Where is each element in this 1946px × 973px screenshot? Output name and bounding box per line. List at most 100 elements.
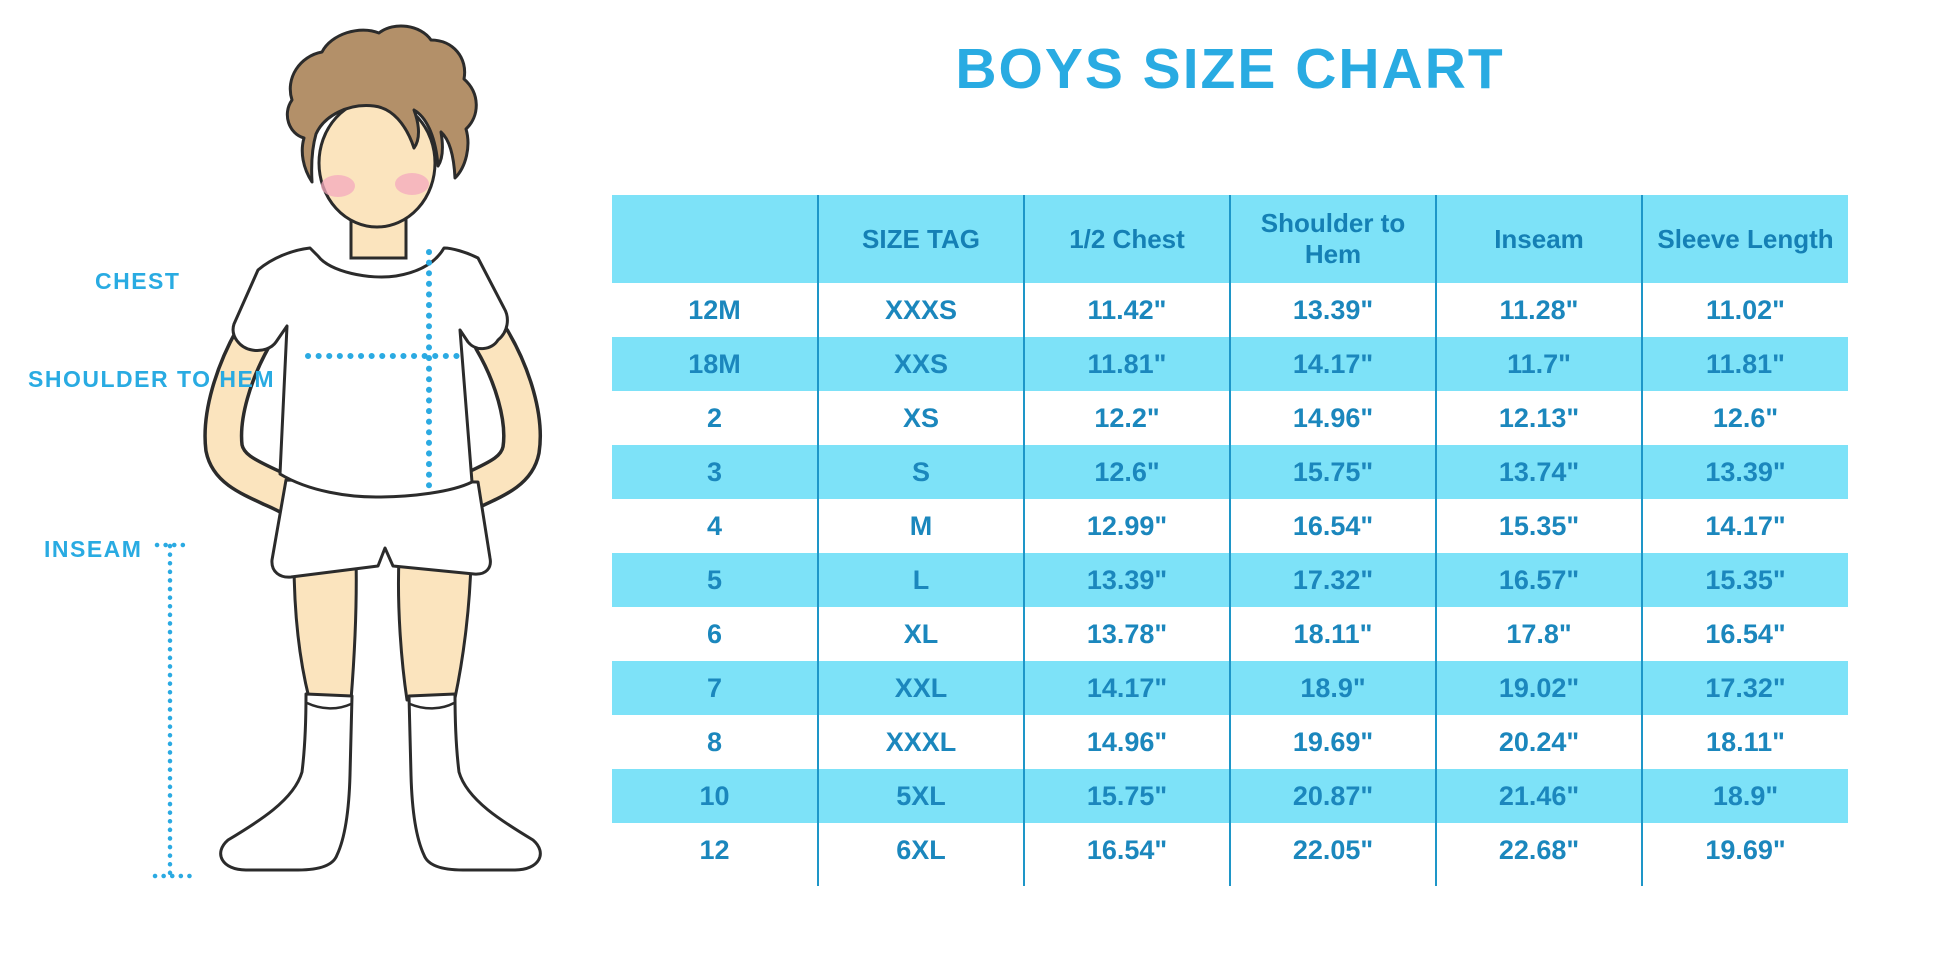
measurement-cell: 15.35": [1642, 553, 1848, 607]
table-row: 6 XL 13.78" 18.11" 17.8" 16.54": [612, 607, 1848, 661]
measurement-cell: 17.8": [1436, 607, 1643, 661]
column-header: Inseam: [1436, 195, 1643, 283]
measurement-cell: 19.69": [1642, 823, 1848, 877]
measurement-cell: 19.02": [1436, 661, 1643, 715]
measurement-cell: 14.17": [1230, 337, 1437, 391]
size-cell: 12M: [612, 283, 819, 337]
t-shirt: [231, 246, 509, 499]
measurement-cell: 16.54": [1024, 823, 1231, 877]
measurement-cell: 18.9": [1642, 769, 1848, 823]
boy-figure-illustration: [152, 24, 542, 879]
table-row: 5 L 13.39" 17.32" 16.57" 15.35": [612, 553, 1848, 607]
table-row: 4 M 12.99" 16.54" 15.35" 14.17": [612, 499, 1848, 553]
measurement-cell: 13.39": [1230, 283, 1437, 337]
size-cell: 4: [612, 499, 819, 553]
column-header: Shoulder to Hem: [1230, 195, 1437, 283]
measurement-cell: 11.42": [1024, 283, 1231, 337]
size-cell: 18M: [612, 337, 819, 391]
blush-right: [395, 173, 429, 195]
legs: [292, 554, 473, 702]
column-header: [612, 195, 819, 283]
measurement-cell: L: [818, 553, 1025, 607]
measurement-cell: 12.6": [1024, 445, 1231, 499]
measurement-cell: XXXS: [818, 283, 1025, 337]
size-cell: 6: [612, 607, 819, 661]
measurement-cell: 12.6": [1642, 391, 1848, 445]
column-header: 1/2 Chest: [1024, 195, 1231, 283]
table-row: 10 5XL 15.75" 20.87" 21.46" 18.9": [612, 769, 1848, 823]
table-row: 12 6XL 16.54" 22.05" 22.68" 19.69": [612, 823, 1848, 877]
measurement-cell: 15.75": [1024, 769, 1231, 823]
table-row: 8 XXXL 14.96" 19.69" 20.24" 18.11": [612, 715, 1848, 769]
measurement-cell: 20.24": [1436, 715, 1643, 769]
size-cell: 2: [612, 391, 819, 445]
measurement-cell: 17.32": [1642, 661, 1848, 715]
size-cell: 3: [612, 445, 819, 499]
measurement-cell: 6XL: [818, 823, 1025, 877]
measurement-cell: 22.05": [1230, 823, 1437, 877]
measurement-cell: 5XL: [818, 769, 1025, 823]
measurement-cell: 18.11": [1230, 607, 1437, 661]
measurement-cell: 13.78": [1024, 607, 1231, 661]
size-cell: 10: [612, 769, 819, 823]
measurement-cell: XXXL: [818, 715, 1025, 769]
shorts: [270, 478, 492, 579]
measurement-cell: 11.7": [1436, 337, 1643, 391]
hair: [285, 24, 478, 184]
measurement-cell: 11.02": [1642, 283, 1848, 337]
boys-size-table: SIZE TAG 1/2 Chest Shoulder to Hem Inseam Sl…: [612, 195, 1848, 886]
measurement-cell: 16.54": [1642, 607, 1848, 661]
inseam-label: INSEAM: [44, 536, 143, 562]
socks: [219, 692, 542, 872]
measurement-cell: 17.32": [1230, 553, 1437, 607]
measurement-cell: 14.17": [1024, 661, 1231, 715]
measurement-cell: 11.81": [1642, 337, 1848, 391]
measurement-cell: M: [818, 499, 1025, 553]
page-title: BOYS SIZE CHART: [955, 37, 1505, 101]
measurement-cell: 12.13": [1436, 391, 1643, 445]
measurement-cell: 20.87": [1230, 769, 1437, 823]
measurement-cell: S: [818, 445, 1025, 499]
table-row: 7 XXL 14.17" 18.9" 19.02" 17.32": [612, 661, 1848, 715]
table-row: 2 XS 12.2" 14.96" 12.13" 12.6": [612, 391, 1848, 445]
table-row: 3 S 12.6" 15.75" 13.74" 13.39": [612, 445, 1848, 499]
measurement-cell: 21.46": [1436, 769, 1643, 823]
measurement-cell: 12.99": [1024, 499, 1231, 553]
size-cell: 8: [612, 715, 819, 769]
size-cell: 12: [612, 823, 819, 877]
measurement-cell: 18.9": [1230, 661, 1437, 715]
measurement-cell: 14.17": [1642, 499, 1848, 553]
measurement-dotted-lines: [152, 249, 465, 879]
column-header: SIZE TAG: [818, 195, 1025, 283]
measurement-cell: 12.2": [1024, 391, 1231, 445]
size-cell: 7: [612, 661, 819, 715]
measurement-cell: XXL: [818, 661, 1025, 715]
size-cell: 5: [612, 553, 819, 607]
measurement-cell: 14.96": [1024, 715, 1231, 769]
measurement-cell: 15.75": [1230, 445, 1437, 499]
column-header: Sleeve Length: [1642, 195, 1848, 283]
measurement-cell: 16.57": [1436, 553, 1643, 607]
separator-extension-row: [612, 877, 1848, 886]
size-table-header: SIZE TAG 1/2 Chest Shoulder to Hem Inseam Sl…: [612, 195, 1848, 283]
size-table-container: SIZE TAG 1/2 Chest Shoulder to Hem Inseam Sl…: [612, 195, 1848, 886]
measurement-cell: 14.96": [1230, 391, 1437, 445]
measurement-cell: XL: [818, 607, 1025, 661]
chest-label: CHEST: [95, 268, 181, 294]
measurement-cell: 15.35": [1436, 499, 1643, 553]
table-row: 12M XXXS 11.42" 13.39" 11.28" 11.02": [612, 283, 1848, 337]
measurement-cell: XXS: [818, 337, 1025, 391]
table-row: 18M XXS 11.81" 14.17" 11.7" 11.81": [612, 337, 1848, 391]
measurement-cell: 11.81": [1024, 337, 1231, 391]
measurement-cell: 19.69": [1230, 715, 1437, 769]
measurement-cell: 22.68": [1436, 823, 1643, 877]
measurement-cell: 16.54": [1230, 499, 1437, 553]
measurement-cell: 11.28": [1436, 283, 1643, 337]
measurement-cell: 18.11": [1642, 715, 1848, 769]
shoulder-to-hem-label: SHOULDER TO HEM: [28, 366, 275, 392]
measurement-cell: 13.39": [1024, 553, 1231, 607]
measurement-cell: XS: [818, 391, 1025, 445]
measurement-cell: 13.74": [1436, 445, 1643, 499]
blush-left: [321, 175, 355, 197]
